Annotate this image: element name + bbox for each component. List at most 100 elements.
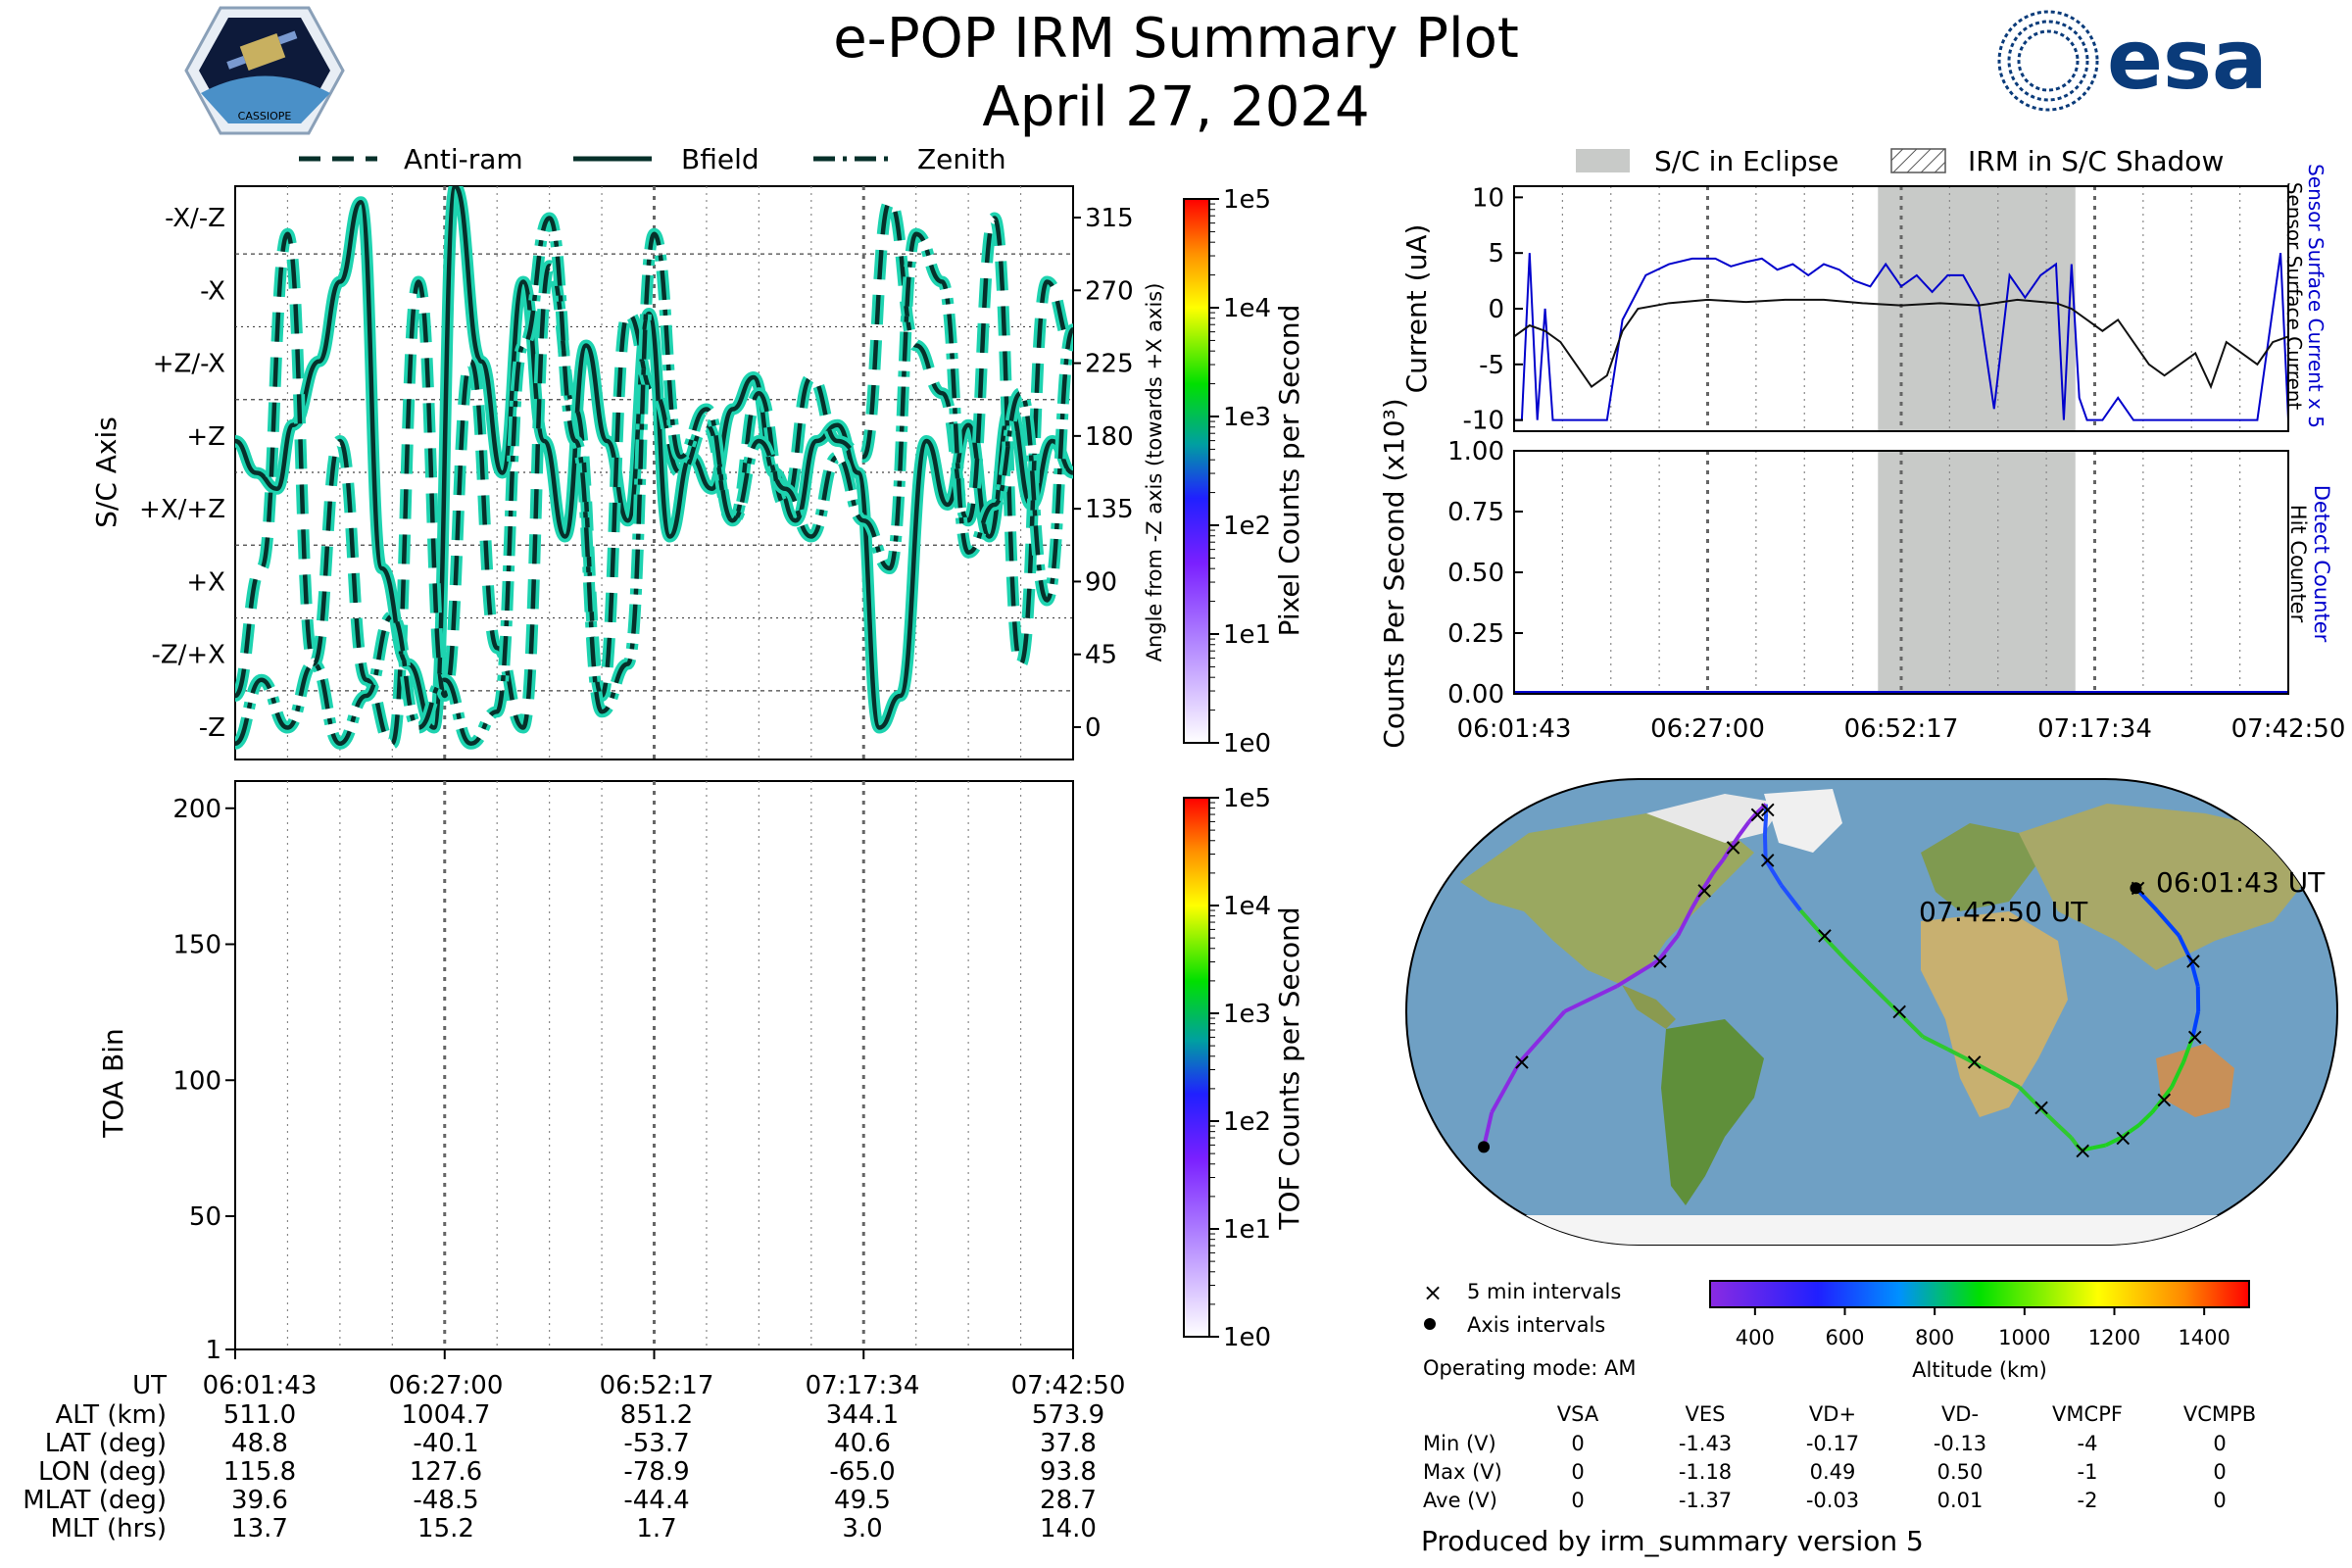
eclipse-legend: S/C in Eclipse IRM in S/C Shadow [1576, 145, 2224, 177]
orbit-table-cell: 115.8 [223, 1457, 296, 1487]
sc-axis-ylabel: S/C Axis [90, 416, 122, 528]
sensor-current-x5-line [1514, 253, 2288, 421]
orbit-5min-marker: × [1889, 998, 1909, 1025]
altitude-colorbar: 400 600 800 1000 1200 1400 Altitude (km) [1709, 1280, 2250, 1382]
toa-tick-label: 200 [172, 795, 221, 824]
orbit-track-segment [1762, 813, 1769, 835]
orbit-track-segment [1563, 984, 1618, 1013]
voltage-table-cell: -4 [2078, 1432, 2098, 1455]
page-date: April 27, 2024 [982, 75, 1369, 139]
orbit-track-segment [2155, 908, 2180, 937]
altitude-tick-label: 1000 [1998, 1326, 2050, 1349]
counts-right-label-black: Hit Counter [2286, 505, 2310, 623]
sc-axis-category: -X/-Z [165, 204, 225, 233]
tof-colorbar-tick-label: 1e1 [1223, 1215, 1271, 1245]
voltage-table-cell: 0 [1571, 1460, 1584, 1484]
sc-axis-angle: 0 [1085, 713, 1102, 743]
toa-ylabel: TOA Bin [97, 1028, 129, 1138]
orbit-table-cell: 573.9 [1032, 1400, 1104, 1430]
orbit-track-segment [2181, 1036, 2195, 1063]
sc-axis-category: +X [186, 567, 225, 597]
voltage-table-cell: 0.49 [1810, 1460, 1856, 1484]
orbit-table-cell: 851.2 [620, 1400, 693, 1430]
voltage-table-header: VSA [1557, 1402, 1599, 1426]
sc-axis-category: -Z/+X [151, 641, 225, 670]
orbit-axis-marker [2130, 882, 2142, 895]
voltage-table-row-label: Max (V) [1423, 1460, 1502, 1484]
counts-xtick-label: 07:42:50 [2231, 714, 2346, 744]
map-start-label: 06:01:43 UT [2156, 866, 2326, 899]
tof-colorbar-tick-label: 1e5 [1223, 784, 1271, 813]
voltage-table-cell: 0.50 [1937, 1460, 1984, 1484]
orbit-axis-marker [1478, 1141, 1491, 1153]
current-tick-label: 5 [1488, 239, 1504, 269]
altitude-tick-label: 1400 [2178, 1326, 2230, 1349]
orbit-track-segment [2069, 1136, 2082, 1152]
orbit-table-cell: 06:01:43 [203, 1371, 318, 1400]
orbit-track-segment [1995, 1072, 2021, 1090]
orbit-table-cell: 37.8 [1040, 1429, 1097, 1458]
orbit-table-row-label: LON (deg) [38, 1457, 167, 1487]
counts-panel: 1.00 0.75 0.50 0.25 0.00 06:01:43 06:27:00 06:5… [1378, 398, 2345, 748]
orbit-table-cell: 15.2 [417, 1514, 474, 1544]
orbit-track-segment [2080, 1146, 2094, 1152]
sc-axis-angle: 180 [1085, 422, 1134, 452]
sc-axis-right-label: Angle from -Z axis (towards +X axis) [1143, 283, 1166, 662]
orbit-table-cell: 93.8 [1040, 1457, 1097, 1487]
orbit-track-segment [1779, 883, 1802, 912]
orbit-track-segment [1759, 803, 1768, 811]
orbit-table-cell: 127.6 [410, 1457, 482, 1487]
voltage-table-cell: -0.17 [1806, 1432, 1859, 1455]
orbit-track-segment [1747, 812, 1757, 823]
tof-colorbar: 1e0 1e1 1e2 1e3 1e4 1e5 TOF Counts per Second [1183, 784, 1305, 1352]
sc-axis-series-line [235, 216, 1073, 747]
legend-shadow: IRM in S/C Shadow [1968, 145, 2224, 177]
cassiope-logo-text: CASSIOPE [238, 110, 292, 122]
counts-tick-label: 0.00 [1447, 680, 1504, 710]
orbit-table-cell: 3.0 [842, 1514, 882, 1544]
current-right-label-black: Sensor Surface Current [2282, 182, 2306, 411]
altitude-tick-label: 400 [1736, 1326, 1775, 1349]
sc-axis-angle: 315 [1085, 204, 1134, 233]
voltage-table-cell: 0.01 [1937, 1489, 1984, 1512]
orbit-table-row-label: MLT (hrs) [51, 1514, 168, 1544]
toa-tick-label: 1 [205, 1336, 221, 1365]
tof-colorbar-tick-label: 1e3 [1223, 1000, 1271, 1029]
legend-bfield: Bfield [681, 143, 760, 175]
sc-axis-panel: -X/-Z 315 -X 270 +Z/-X 225 +Z 180 +X/+Z 135 +X 90 -Z… [90, 185, 1166, 760]
sc-axis-angle: 135 [1085, 495, 1134, 524]
orbit-5min-marker: × [2185, 1023, 2205, 1051]
orbit-track-segment [1482, 1111, 1494, 1148]
map-end-label: 07:42:50 UT [1919, 896, 2088, 928]
counts-ylabel: Counts Per Second (x10³) [1378, 398, 1410, 748]
counts-right-label-blue: Detect Counter [2310, 485, 2333, 643]
pixel-colorbar-tick-label: 1e1 [1223, 620, 1271, 650]
voltage-table-header: VMCPF [2052, 1402, 2123, 1426]
orbit-track-segment [1844, 959, 1874, 988]
orbit-track-segment [1690, 889, 1704, 910]
orbit-track-segment [1729, 833, 1741, 849]
orbit-track-segment [2160, 1086, 2174, 1102]
orbit-table-cell: 48.8 [231, 1429, 288, 1458]
orbit-5min-marker: × [2073, 1137, 2092, 1164]
toa-tick-label: 50 [189, 1202, 221, 1232]
orbit-table-cell: 14.0 [1040, 1514, 1097, 1544]
orbit-track-segment [2104, 1136, 2123, 1148]
orbit-table-row-label: ALT (km) [55, 1400, 167, 1430]
voltage-table-row-label: Min (V) [1423, 1432, 1496, 1455]
pixel-colorbar-tick-label: 1e5 [1223, 185, 1271, 215]
orbit-track-segment [1676, 907, 1694, 937]
orbit-5min-marker: × [1650, 947, 1670, 974]
pixel-colorbar-tick-label: 1e4 [1223, 294, 1271, 323]
altitude-tick-label: 800 [1915, 1326, 1954, 1349]
voltage-table-cell: -1.37 [1679, 1489, 1732, 1512]
orbit-table-cell: 13.7 [231, 1514, 288, 1544]
current-tick-label: 10 [1472, 183, 1504, 213]
altitude-colorbar-label: Altitude (km) [1912, 1358, 2047, 1382]
orbit-track-segment [1753, 808, 1762, 816]
orbit-track-segment [1763, 858, 1784, 887]
orbit-track-segment [1821, 934, 1848, 962]
orbit-track-segment [2056, 1123, 2073, 1140]
pixel-colorbar-label: Pixel Counts per Second [1273, 305, 1305, 637]
